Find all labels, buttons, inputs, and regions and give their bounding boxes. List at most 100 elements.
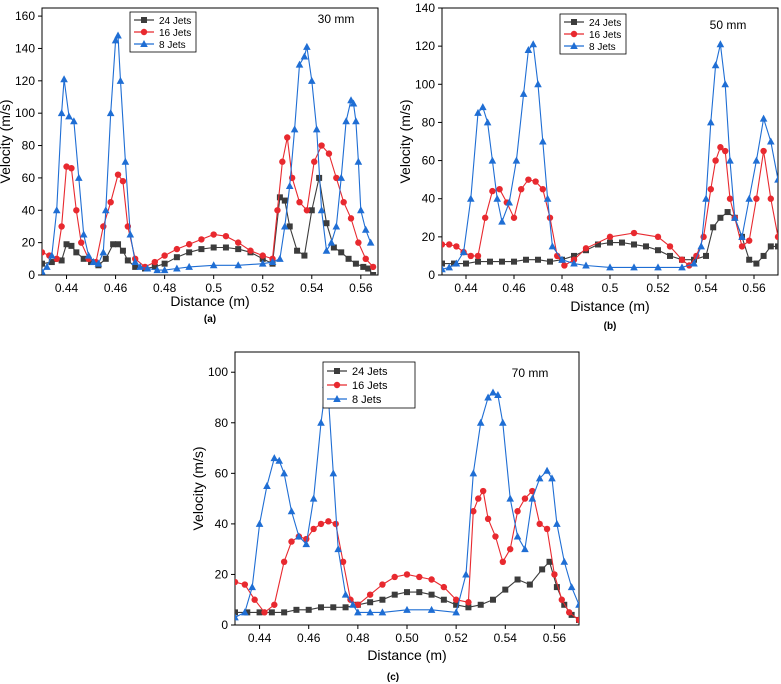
legend-label-1: 16 Jets	[352, 380, 388, 392]
x-tick-label: 0.54	[300, 281, 324, 295]
data-point	[707, 185, 714, 193]
legend-marker-0	[141, 17, 147, 23]
data-point	[606, 233, 614, 241]
data-point	[124, 257, 131, 264]
data-point	[307, 76, 316, 84]
data-point	[143, 264, 152, 272]
series-line-2	[42, 33, 372, 273]
data-point	[325, 150, 333, 157]
data-point	[234, 261, 243, 269]
data-point	[774, 233, 778, 241]
data-point	[222, 244, 229, 251]
data-point	[442, 260, 445, 267]
data-point	[546, 558, 553, 565]
data-point	[521, 545, 529, 553]
data-point	[484, 393, 492, 401]
data-point	[760, 147, 767, 155]
data-point	[241, 608, 249, 616]
data-point	[488, 156, 497, 164]
data-point	[529, 40, 537, 48]
data-point	[619, 239, 625, 246]
data-point	[255, 519, 264, 527]
data-point	[514, 508, 521, 515]
y-tick-label: 100	[415, 77, 435, 91]
panel-annotation: 30 mm	[318, 12, 355, 26]
data-point	[251, 596, 258, 603]
data-point	[707, 118, 715, 126]
data-point	[502, 586, 509, 593]
data-point	[760, 252, 767, 259]
data-point	[370, 272, 377, 275]
plot-frame	[41, 7, 379, 276]
x-tick-label: 0.46	[502, 281, 526, 295]
data-point	[465, 604, 472, 611]
data-point	[340, 198, 347, 206]
data-point	[440, 596, 447, 603]
data-point	[404, 589, 410, 596]
data-point	[712, 157, 719, 164]
data-point	[136, 262, 144, 270]
data-point	[271, 601, 278, 608]
data-point	[281, 222, 289, 230]
data-point	[48, 259, 55, 266]
y-tick-label: 60	[22, 171, 36, 185]
data-point	[42, 267, 46, 275]
data-point	[753, 195, 760, 202]
data-point	[58, 257, 65, 264]
data-point	[710, 224, 717, 231]
data-point	[300, 52, 309, 60]
x-tick-label: 0.44	[454, 281, 478, 295]
data-point	[767, 195, 774, 202]
data-point	[483, 118, 492, 126]
x-tick-label: 0.5	[602, 281, 619, 295]
data-point	[775, 243, 778, 250]
data-point	[494, 390, 502, 398]
data-point	[489, 187, 496, 195]
data-point	[116, 76, 125, 84]
data-point	[293, 606, 300, 613]
data-point	[161, 260, 168, 267]
data-point	[514, 576, 521, 583]
data-point	[767, 243, 774, 250]
data-point	[295, 532, 303, 540]
y-tick-label: 0	[221, 618, 228, 632]
data-point	[281, 609, 288, 616]
data-point	[690, 259, 698, 267]
data-point	[121, 157, 130, 165]
data-point	[475, 258, 481, 265]
data-point	[678, 263, 686, 271]
data-point	[317, 418, 325, 426]
data-point	[333, 174, 340, 182]
data-point	[465, 599, 472, 606]
x-tick-label: 0.50	[395, 631, 419, 645]
data-point	[57, 109, 66, 117]
data-point	[281, 197, 288, 204]
data-point	[53, 255, 60, 263]
data-point	[68, 165, 75, 172]
y-tick-label: 160	[15, 9, 35, 23]
data-point	[285, 182, 294, 189]
data-point	[263, 481, 271, 489]
data-point	[210, 231, 217, 238]
x-tick-label: 0.46	[104, 281, 128, 295]
data-point	[102, 255, 109, 262]
data-point	[697, 242, 705, 250]
data-point	[523, 256, 529, 263]
data-point	[575, 616, 579, 624]
legend-marker-1	[570, 30, 578, 38]
data-point	[539, 137, 547, 145]
data-point	[337, 173, 346, 181]
data-point	[235, 578, 239, 586]
data-point	[235, 613, 239, 621]
data-point	[446, 241, 453, 248]
data-point	[724, 209, 731, 216]
data-point	[287, 507, 296, 515]
data-point	[452, 608, 460, 616]
data-point	[452, 596, 460, 603]
data-point	[474, 252, 482, 260]
y-tick-label: 40	[422, 192, 436, 206]
x-tick-label: 0.56	[742, 281, 766, 295]
chart-panel-1: 0.44 0.46 0.48 0.5 0.52 0.54 0.56 0 20 40 60 80 100 1…	[397, 1, 779, 332]
data-point	[354, 157, 363, 165]
data-point	[325, 518, 332, 525]
